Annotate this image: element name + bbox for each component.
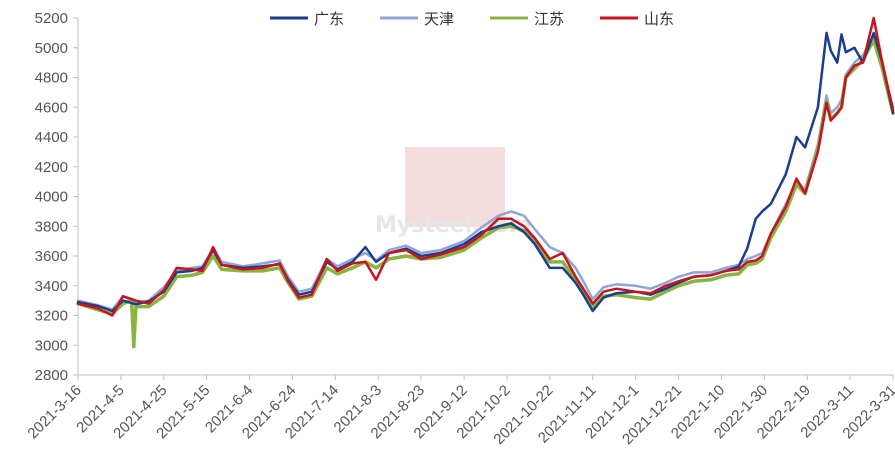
legend-label: 广东 <box>314 10 344 28</box>
x-tick-label: 2021-3-16 <box>24 382 84 442</box>
legend-label: 江苏 <box>534 10 564 28</box>
y-tick-label: 3200 <box>35 308 68 325</box>
legend: 广东 天津 江苏 山东 <box>270 10 674 28</box>
watermark: Mysteel.com <box>375 147 532 238</box>
series-layer <box>76 16 895 349</box>
y-tick-label: 4800 <box>35 70 68 87</box>
y-tick-label: 3000 <box>35 337 68 354</box>
y-tick-label: 4600 <box>35 99 68 116</box>
y-tick-label: 5200 <box>35 10 68 27</box>
y-tick-label: 4000 <box>35 189 68 206</box>
y-tick-label: 3400 <box>35 278 68 295</box>
series-line-山东 <box>76 16 895 317</box>
legend-label: 天津 <box>424 10 454 28</box>
y-tick-label: 4400 <box>35 129 68 146</box>
y-tick-label: 3600 <box>35 248 68 265</box>
y-tick-label: 4200 <box>35 159 68 176</box>
y-tick-label: 5000 <box>35 40 68 57</box>
legend-label: 山东 <box>644 10 674 28</box>
y-tick-label: 3800 <box>35 218 68 235</box>
y-tick-label: 2800 <box>35 367 68 384</box>
